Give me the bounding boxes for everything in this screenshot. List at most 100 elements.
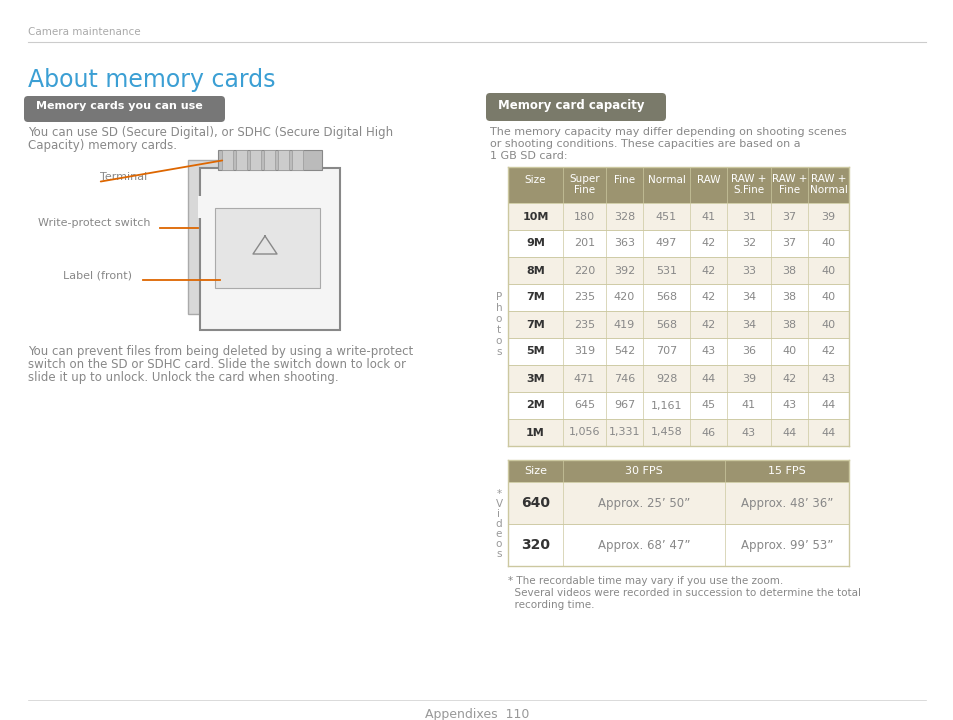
Text: 43: 43 bbox=[781, 400, 796, 410]
Text: 392: 392 bbox=[613, 266, 635, 276]
Text: *: * bbox=[496, 489, 501, 499]
Text: Normal: Normal bbox=[809, 185, 846, 195]
Text: 319: 319 bbox=[574, 346, 595, 356]
Text: 707: 707 bbox=[655, 346, 677, 356]
Bar bbox=[507, 167, 848, 203]
Bar bbox=[250, 150, 261, 170]
Text: 44: 44 bbox=[821, 400, 835, 410]
Bar bbox=[507, 230, 848, 257]
Text: 8M: 8M bbox=[525, 266, 544, 276]
Bar bbox=[218, 150, 322, 170]
Text: 1,458: 1,458 bbox=[650, 428, 681, 438]
Text: 1,056: 1,056 bbox=[568, 428, 599, 438]
Text: o: o bbox=[496, 336, 501, 346]
Bar bbox=[222, 150, 233, 170]
Bar bbox=[507, 460, 848, 482]
Text: 44: 44 bbox=[700, 374, 715, 384]
Text: 43: 43 bbox=[700, 346, 715, 356]
Text: V: V bbox=[495, 499, 502, 509]
Text: 1,161: 1,161 bbox=[650, 400, 681, 410]
Text: 44: 44 bbox=[821, 428, 835, 438]
Text: 34: 34 bbox=[741, 292, 756, 302]
Text: 746: 746 bbox=[613, 374, 635, 384]
Text: 1 GB SD card:: 1 GB SD card: bbox=[490, 151, 567, 161]
Bar bbox=[188, 160, 319, 314]
Bar bbox=[277, 150, 289, 170]
Bar bbox=[507, 311, 848, 338]
Text: 10M: 10M bbox=[521, 212, 548, 222]
Text: 43: 43 bbox=[821, 374, 835, 384]
Text: 2M: 2M bbox=[525, 400, 544, 410]
Text: 7M: 7M bbox=[525, 292, 544, 302]
Text: Size: Size bbox=[524, 175, 546, 185]
Bar bbox=[507, 482, 848, 524]
Text: 39: 39 bbox=[821, 212, 835, 222]
Text: 44: 44 bbox=[781, 428, 796, 438]
Text: 38: 38 bbox=[781, 266, 796, 276]
Text: RAW +: RAW + bbox=[771, 174, 806, 184]
Text: Memory cards you can use: Memory cards you can use bbox=[36, 101, 203, 111]
Bar bbox=[507, 257, 848, 284]
Text: 235: 235 bbox=[574, 292, 595, 302]
Text: Super: Super bbox=[569, 174, 599, 184]
Text: 39: 39 bbox=[741, 374, 756, 384]
Bar bbox=[507, 284, 848, 311]
Text: 320: 320 bbox=[520, 538, 550, 552]
Text: 30 FPS: 30 FPS bbox=[624, 466, 662, 476]
Text: 40: 40 bbox=[821, 320, 835, 330]
FancyBboxPatch shape bbox=[24, 96, 225, 122]
Text: 568: 568 bbox=[656, 292, 677, 302]
Text: Size: Size bbox=[523, 466, 546, 476]
Text: i: i bbox=[497, 509, 500, 519]
Text: recording time.: recording time. bbox=[507, 600, 594, 610]
Bar bbox=[292, 150, 303, 170]
Text: Fine: Fine bbox=[574, 185, 595, 195]
Text: 3M: 3M bbox=[526, 374, 544, 384]
Text: Camera maintenance: Camera maintenance bbox=[28, 27, 140, 37]
Text: Several videos were recorded in succession to determine the total: Several videos were recorded in successi… bbox=[507, 588, 861, 598]
Text: 9M: 9M bbox=[525, 238, 544, 248]
Text: 542: 542 bbox=[613, 346, 635, 356]
Text: 42: 42 bbox=[700, 292, 715, 302]
Text: o: o bbox=[496, 539, 501, 549]
Text: s: s bbox=[496, 347, 501, 357]
Text: Label (front): Label (front) bbox=[63, 270, 132, 280]
Text: or shooting conditions. These capacities are based on a: or shooting conditions. These capacities… bbox=[490, 139, 800, 149]
Bar bbox=[507, 203, 848, 230]
Text: 640: 640 bbox=[520, 496, 550, 510]
Bar bbox=[214, 208, 319, 288]
Bar bbox=[507, 338, 848, 365]
Text: 42: 42 bbox=[781, 374, 796, 384]
Text: t: t bbox=[497, 325, 500, 335]
Text: 31: 31 bbox=[741, 212, 755, 222]
Text: 38: 38 bbox=[781, 320, 796, 330]
Text: 1M: 1M bbox=[525, 428, 544, 438]
Text: Normal: Normal bbox=[647, 175, 684, 185]
FancyBboxPatch shape bbox=[485, 93, 665, 121]
Text: h: h bbox=[496, 303, 502, 313]
Text: 37: 37 bbox=[781, 238, 796, 248]
Text: S.Fine: S.Fine bbox=[733, 185, 763, 195]
Text: 41: 41 bbox=[741, 400, 756, 410]
Bar bbox=[264, 150, 274, 170]
Text: 497: 497 bbox=[655, 238, 677, 248]
Text: 36: 36 bbox=[741, 346, 755, 356]
Text: 37: 37 bbox=[781, 212, 796, 222]
Text: Fine: Fine bbox=[778, 185, 800, 195]
Text: 40: 40 bbox=[781, 346, 796, 356]
Text: 38: 38 bbox=[781, 292, 796, 302]
Text: e: e bbox=[496, 529, 501, 539]
Text: 180: 180 bbox=[574, 212, 595, 222]
Text: Approx. 68’ 47”: Approx. 68’ 47” bbox=[598, 539, 690, 552]
Text: s: s bbox=[496, 549, 501, 559]
Text: 471: 471 bbox=[574, 374, 595, 384]
Text: 928: 928 bbox=[655, 374, 677, 384]
Bar bbox=[198, 196, 208, 218]
Text: 1,331: 1,331 bbox=[608, 428, 639, 438]
Text: 568: 568 bbox=[656, 320, 677, 330]
Text: Approx. 48’ 36”: Approx. 48’ 36” bbox=[740, 497, 832, 510]
Text: 42: 42 bbox=[700, 320, 715, 330]
Text: Capacity) memory cards.: Capacity) memory cards. bbox=[28, 139, 177, 152]
Text: RAW +: RAW + bbox=[810, 174, 845, 184]
Text: 220: 220 bbox=[574, 266, 595, 276]
